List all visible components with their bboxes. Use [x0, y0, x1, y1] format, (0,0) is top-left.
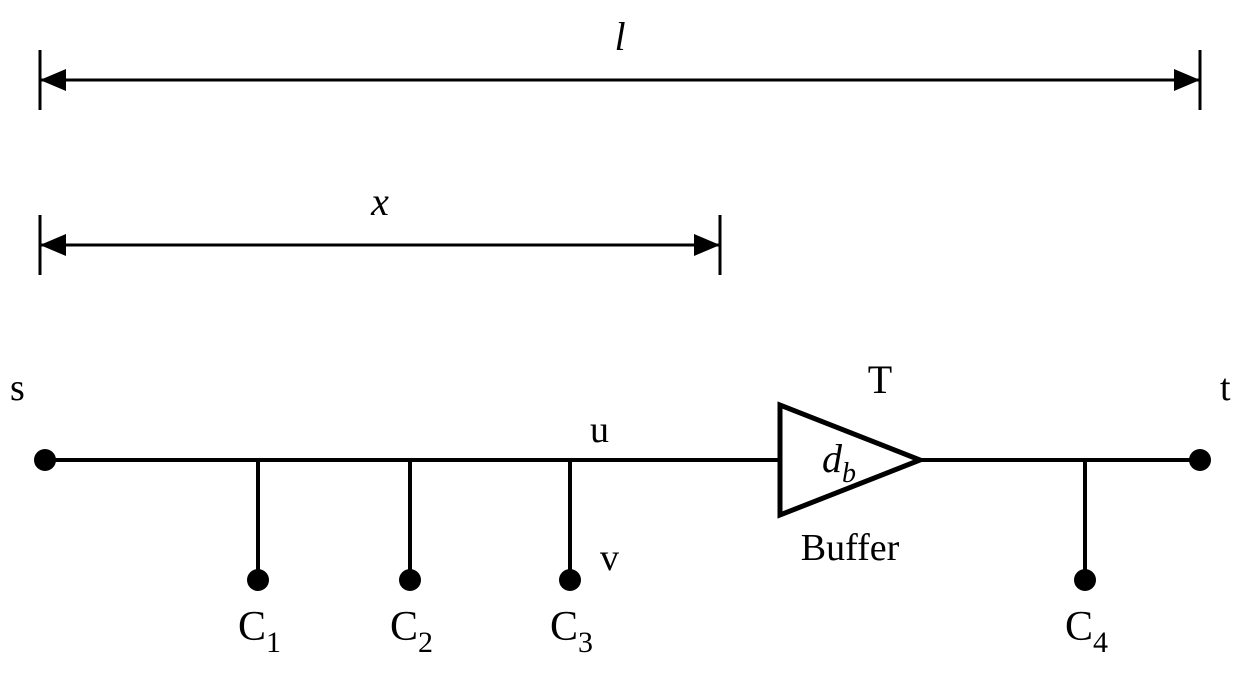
node-c1: [247, 569, 269, 591]
label-t: t: [1220, 367, 1231, 409]
label-c1: C1: [238, 604, 281, 659]
label-u: u: [590, 409, 609, 451]
label-c3: C3: [550, 604, 593, 659]
label-v: v: [600, 537, 619, 579]
dimension-label: x: [370, 179, 389, 224]
node-c2: [399, 569, 421, 591]
node-c3: [559, 569, 581, 591]
node-c4: [1074, 569, 1096, 591]
label-c4: C4: [1065, 604, 1108, 659]
buffer-caption: Buffer: [801, 527, 900, 569]
node-s: [34, 449, 56, 471]
buffer-top-label: T: [868, 357, 892, 402]
label-c2: C2: [390, 604, 433, 659]
dimension-label: l: [614, 14, 625, 59]
node-t: [1189, 449, 1211, 471]
label-s: s: [10, 367, 25, 409]
